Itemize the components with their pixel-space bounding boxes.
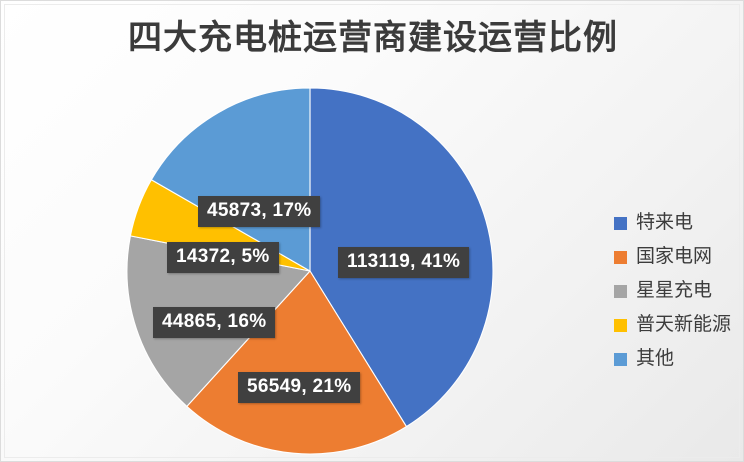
data-label-1: 113119, 41% [338,247,470,278]
data-label-5: 45873, 17% [198,196,321,227]
data-label-2: 56549, 21% [238,372,361,403]
legend-item-2[interactable]: 国家电网 [614,240,734,274]
legend-label-5: 其他 [636,348,675,369]
chart-title: 四大充电桩运营商建设运营比例 [128,19,618,57]
legend-label-2: 国家电网 [636,246,713,267]
legend-swatch-telaidian [614,216,627,230]
legend-item-5[interactable]: 其他 [614,342,734,376]
legend-swatch-guojiadianwang [614,250,627,264]
legend-item-1[interactable]: 特来电 [614,206,734,240]
legend-item-3[interactable]: 星星充电 [614,274,734,308]
pie-slice-2[interactable] [186,270,407,455]
legend-swatch-qita [614,352,627,366]
data-label-4: 14372, 5% [167,242,279,273]
legend-swatch-putianxinnengyuan [614,318,627,332]
chart-legend: 特来电国家电网星星充电普天新能源其他 [614,206,734,376]
legend-label-4: 普天新能源 [636,314,732,335]
data-label-3: 44865, 16% [153,307,276,338]
legend-item-4[interactable]: 普天新能源 [614,308,734,342]
legend-swatch-xingxingchongdian [614,284,627,298]
legend-label-1: 特来电 [636,212,694,233]
legend-label-3: 星星充电 [636,280,713,301]
